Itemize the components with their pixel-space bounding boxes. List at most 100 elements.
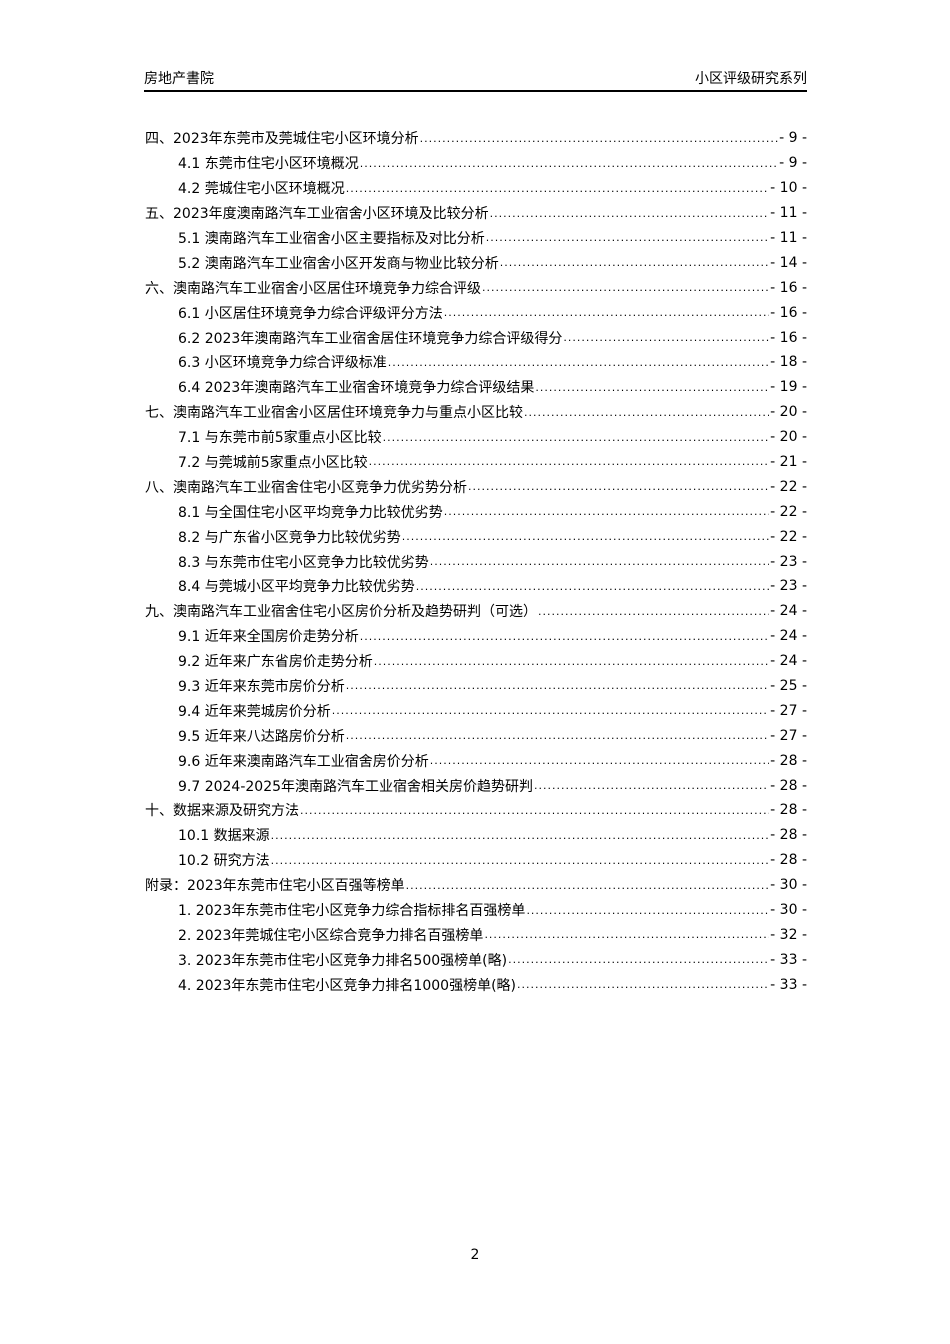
- toc-entry[interactable]: 10.1 数据来源 - 28 -: [145, 823, 807, 848]
- toc-entry-page: - 28 -: [770, 752, 807, 769]
- toc-entry[interactable]: 六、澳南路汽车工业宿舍小区居住环境竞争力综合评级 - 16 -: [145, 275, 807, 300]
- toc-entry-page: - 20 -: [770, 429, 807, 446]
- toc-entry-page: - 11 -: [770, 230, 807, 246]
- toc-entry[interactable]: 8.3 与东莞市住宅小区竞争力比较优劣势 - 23 -: [145, 549, 807, 574]
- table-of-contents: 四、2023年东莞市及莞城住宅小区环境分析- 9 -4.1 东莞市住宅小区环境概…: [145, 126, 807, 997]
- toc-entry-page: - 16 -: [770, 304, 807, 321]
- toc-entry-title: 9.1 近年来全国房价走势分析: [178, 629, 359, 646]
- toc-entry-page: - 22 -: [770, 503, 807, 520]
- toc-entry[interactable]: 9.6 近年来澳南路汽车工业宿舍房价分析 - 28 -: [145, 748, 807, 773]
- toc-entry[interactable]: 9.4 近年来莞城房价分析 - 27 -: [145, 698, 807, 723]
- toc-entry[interactable]: 3. 2023年东莞市住宅小区竞争力排名500强榜单(略) - 33 -: [145, 947, 807, 972]
- toc-entry-title: 七、澳南路汽车工业宿舍小区居住环境竞争力与重点小区比较: [145, 405, 523, 422]
- toc-entry-page: - 9 -: [779, 130, 807, 147]
- toc-entry[interactable]: 9.7 2024-2025年澳南路汽车工业宿舍相关房价趋势研判 - 28 -: [145, 773, 807, 798]
- toc-entry-title: 8.4 与莞城小区平均竞争力比较优劣势: [178, 579, 415, 596]
- toc-entry-title: 4. 2023年东莞市住宅小区竞争力排名1000强榜单(略): [178, 977, 516, 994]
- dot-leader: [374, 655, 769, 674]
- dot-leader: [538, 605, 769, 624]
- toc-entry-title: 9.7 2024-2025年澳南路汽车工业宿舍相关房价趋势研判: [178, 778, 534, 795]
- dot-leader: [360, 157, 778, 176]
- toc-entry[interactable]: 1. 2023年东莞市住宅小区竞争力综合指标排名百强榜单 - 30 -: [145, 898, 807, 923]
- dot-leader: [406, 879, 770, 898]
- toc-entry-page: - 22 -: [770, 528, 807, 545]
- dot-leader: [526, 904, 769, 923]
- toc-entry-title: 9.4 近年来莞城房价分析: [178, 703, 331, 720]
- toc-entry-title: 2. 2023年莞城住宅小区综合竞争力排名百强榜单: [178, 927, 484, 944]
- toc-entry-title: 4.1 东莞市住宅小区环境概况: [178, 156, 359, 173]
- toc-entry-title: 8.3 与东莞市住宅小区竞争力比较优劣势: [178, 554, 429, 571]
- toc-entry[interactable]: 5.1 澳南路汽车工业宿舍小区主要指标及对比分析 - 11 -: [145, 226, 807, 251]
- toc-entry-page: - 11 -: [770, 205, 807, 222]
- toc-entry-page: - 27 -: [770, 702, 807, 719]
- toc-entry[interactable]: 五、2023年度澳南路汽车工业宿舍小区环境及比较分析 - 11 -: [145, 201, 807, 226]
- toc-entry-page: - 18 -: [770, 354, 807, 371]
- toc-entry[interactable]: 7.1 与东莞市前5家重点小区比较 - 20 -: [145, 425, 807, 450]
- toc-entry[interactable]: 6.4 2023年澳南路汽车工业宿舍环境竞争力综合评级结果 - 19 -: [145, 375, 807, 400]
- toc-entry-title: 附录：2023年东莞市住宅小区百强等榜单: [145, 878, 405, 895]
- toc-entry[interactable]: 9.5 近年来八达路房价分析 - 27 -: [145, 723, 807, 748]
- toc-entry-page: - 28 -: [770, 777, 807, 794]
- dot-leader: [402, 530, 769, 549]
- toc-entry[interactable]: 9.1 近年来全国房价走势分析 - 24 -: [145, 624, 807, 649]
- toc-entry-page: - 24 -: [770, 603, 807, 620]
- toc-entry-title: 6.2 2023年澳南路汽车工业宿舍居住环境竞争力综合评级得分: [178, 330, 563, 347]
- toc-entry-title: 五、2023年度澳南路汽车工业宿舍小区环境及比较分析: [145, 206, 489, 223]
- toc-entry-title: 10.2 研究方法: [178, 853, 270, 870]
- toc-entry[interactable]: 8.4 与莞城小区平均竞争力比较优劣势 - 23 -: [145, 574, 807, 599]
- toc-entry[interactable]: 7.2 与莞城前5家重点小区比较 - 21 -: [145, 450, 807, 475]
- toc-entry-page: - 27 -: [770, 727, 807, 744]
- dot-leader: [369, 455, 770, 474]
- toc-entry-page: - 21 -: [770, 454, 807, 471]
- toc-entry-page: - 24 -: [770, 653, 807, 670]
- toc-entry-page: - 10 -: [770, 180, 807, 197]
- dot-leader: [490, 207, 770, 226]
- toc-entry[interactable]: 6.1 小区居住环境竞争力综合评级评分方法 - 16 -: [145, 300, 807, 325]
- toc-entry-title: 10.1 数据来源: [178, 828, 270, 845]
- toc-entry-title: 6.4 2023年澳南路汽车工业宿舍环境竞争力综合评级结果: [178, 380, 535, 397]
- toc-entry[interactable]: 10.2 研究方法 - 28 -: [145, 848, 807, 873]
- toc-entry[interactable]: 8.2 与广东省小区竞争力比较优劣势 - 22 -: [145, 524, 807, 549]
- toc-entry[interactable]: 2. 2023年莞城住宅小区综合竞争力排名百强榜单 - 32 -: [145, 923, 807, 948]
- toc-entry-page: - 9 -: [779, 155, 807, 172]
- toc-entry-page: - 23 -: [770, 578, 807, 595]
- dot-leader: [534, 779, 769, 798]
- toc-entry-title: 9.2 近年来广东省房价走势分析: [178, 654, 373, 671]
- toc-entry[interactable]: 5.2 澳南路汽车工业宿舍小区开发商与物业比较分析 - 14 -: [145, 250, 807, 275]
- dot-leader: [346, 729, 769, 748]
- dot-leader: [332, 704, 769, 723]
- toc-entry-page: - 33 -: [770, 976, 807, 993]
- toc-entry-page: - 30 -: [770, 902, 807, 919]
- toc-entry-title: 9.6 近年来澳南路汽车工业宿舍房价分析: [178, 753, 429, 770]
- toc-entry-page: - 30 -: [770, 877, 807, 894]
- toc-entry-page: - 28 -: [770, 827, 807, 844]
- page-header: 房地产書院 小区评级研究系列: [144, 66, 807, 92]
- toc-entry[interactable]: 4.1 东莞市住宅小区环境概况 - 9 -: [145, 151, 807, 176]
- toc-entry[interactable]: 6.3 小区环境竞争力综合评级标准 - 18 -: [145, 350, 807, 375]
- toc-entry[interactable]: 9.2 近年来广东省房价走势分析 - 24 -: [145, 649, 807, 674]
- toc-entry-title: 1. 2023年东莞市住宅小区竞争力综合指标排名百强榜单: [178, 903, 526, 920]
- toc-entry[interactable]: 6.2 2023年澳南路汽车工业宿舍居住环境竞争力综合评级得分 - 16 -: [145, 325, 807, 350]
- toc-entry[interactable]: 4. 2023年东莞市住宅小区竞争力排名1000强榜单(略) - 33 -: [145, 972, 807, 997]
- dot-leader: [300, 804, 769, 823]
- dot-leader: [468, 480, 769, 499]
- toc-entry[interactable]: 七、澳南路汽车工业宿舍小区居住环境竞争力与重点小区比较 - 20 -: [145, 400, 807, 425]
- toc-entry[interactable]: 十、数据来源及研究方法 - 28 -: [145, 798, 807, 823]
- toc-entry[interactable]: 四、2023年东莞市及莞城住宅小区环境分析 - 9 -: [145, 126, 807, 151]
- toc-entry[interactable]: 九、澳南路汽车工业宿舍住宅小区房价分析及趋势研判（可选） - 24 -: [145, 599, 807, 624]
- toc-entry[interactable]: 附录：2023年东莞市住宅小区百强等榜单 - 30 -: [145, 873, 807, 898]
- toc-entry-title: 十、数据来源及研究方法: [145, 803, 299, 820]
- toc-entry[interactable]: 9.3 近年来东莞市房价分析 - 25 -: [145, 674, 807, 699]
- dot-leader: [484, 928, 769, 947]
- toc-entry-title: 5.2 澳南路汽车工业宿舍小区开发商与物业比较分析: [178, 255, 499, 272]
- toc-entry-title: 9.5 近年来八达路房价分析: [178, 728, 345, 745]
- toc-entry-page: - 20 -: [770, 404, 807, 421]
- dot-leader: [346, 679, 769, 698]
- dot-leader: [416, 580, 769, 599]
- toc-entry[interactable]: 八、澳南路汽车工业宿舍住宅小区竞争力优劣势分析 - 22 -: [145, 474, 807, 499]
- toc-entry-page: - 25 -: [770, 678, 807, 695]
- toc-entry-title: 7.1 与东莞市前5家重点小区比较: [178, 430, 382, 447]
- toc-entry-page: - 19 -: [770, 379, 807, 396]
- toc-entry[interactable]: 8.1 与全国住宅小区平均竞争力比较优劣势 - 22 -: [145, 499, 807, 524]
- toc-entry[interactable]: 4.2 莞城住宅小区环境概况 - 10 -: [145, 176, 807, 201]
